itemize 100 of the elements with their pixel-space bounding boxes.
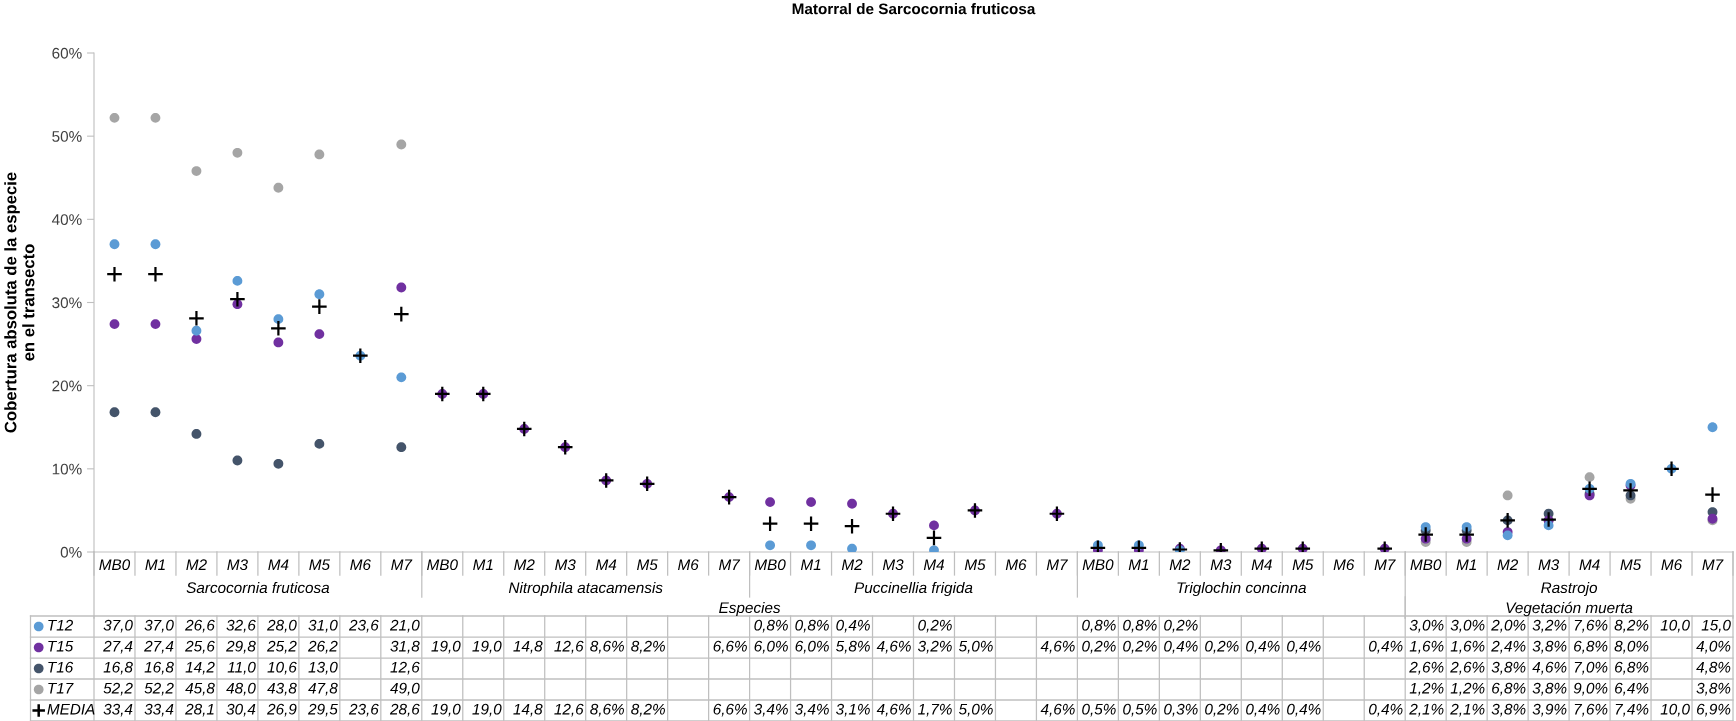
data-label: 2,1% xyxy=(1450,703,1485,717)
x-tick-label: M3 xyxy=(1210,559,1232,571)
data-label: 37,0 xyxy=(103,619,133,633)
data-label: 29,5 xyxy=(307,703,338,717)
text: Rastrojo xyxy=(1541,581,1598,597)
data-label: 33,4 xyxy=(103,703,133,717)
x-tick-label: M5 xyxy=(1292,559,1314,571)
data-label: 16,8 xyxy=(103,661,133,675)
legend-label: T12 xyxy=(48,619,73,631)
data-label: 2,6% xyxy=(1450,661,1485,675)
data-label: 0,2% xyxy=(1164,619,1198,633)
data-label: 30,4 xyxy=(226,703,256,717)
data-label: 3,1% xyxy=(836,703,870,717)
x-tick-label: M7 xyxy=(1046,559,1068,570)
x-tick-label: M2 xyxy=(841,559,863,570)
data-label: 3,2% xyxy=(917,640,952,654)
y-tick-label: 10% xyxy=(52,463,82,475)
data-label: 3,2% xyxy=(1532,619,1567,633)
data-label: 0,2% xyxy=(1205,703,1239,717)
x-tick-label: M1 xyxy=(1456,559,1476,570)
y-axis-title: Cobertura absoluta de la especie en el transecto xyxy=(4,172,35,433)
data-label: 14,8 xyxy=(513,703,543,717)
data-label: 33,4 xyxy=(144,703,174,717)
data-label: 9,0% xyxy=(1573,682,1608,696)
data-label: 19,0 xyxy=(472,640,502,654)
data-label: 3,0% xyxy=(1409,619,1444,633)
data-label: 0,4% xyxy=(1287,640,1321,654)
data-label: 0,5% xyxy=(1123,703,1157,717)
data-label: 27,4 xyxy=(144,640,174,654)
x-tick-label: M3 xyxy=(555,559,576,571)
data-label: 4,0% xyxy=(1696,640,1731,654)
data-label: 0,5% xyxy=(1082,703,1116,717)
data-label: 3,0% xyxy=(1450,619,1485,633)
x-tick-label: M1 xyxy=(145,559,165,570)
data-label: 8,0% xyxy=(1614,640,1649,654)
data-label: 8,6% xyxy=(590,703,624,717)
data-label: 0,4% xyxy=(1368,640,1403,654)
data-label: 3,8% xyxy=(1491,703,1526,717)
data-label: 6,4% xyxy=(1615,682,1649,696)
data-label: 8,2% xyxy=(631,703,665,717)
x-tick-label: M5 xyxy=(309,559,331,571)
data-label: 4,6% xyxy=(876,640,911,654)
data-label: 19,0 xyxy=(472,703,502,717)
x-tick-label: M1 xyxy=(1128,559,1149,570)
data-label: 0,3% xyxy=(1164,703,1198,717)
data-label: 31,8 xyxy=(390,640,420,654)
data-label: 7,6% xyxy=(1574,619,1608,633)
x-tick-label: M5 xyxy=(1620,559,1642,571)
x-tick-label: M1 xyxy=(473,559,493,570)
data-label: 4,6% xyxy=(1532,661,1567,675)
text: Vegetación muerta xyxy=(1506,601,1633,617)
data-label: 26,2 xyxy=(307,640,338,654)
x-tick-label: M6 xyxy=(1005,559,1027,571)
data-label: 6,8% xyxy=(1615,661,1649,675)
data-label: 0,4% xyxy=(836,619,870,633)
x-tick-label: M3 xyxy=(1538,559,1560,571)
x-tick-label: M7 xyxy=(1374,559,1396,570)
data-label: 3,4% xyxy=(795,703,829,717)
data-label: 5,0% xyxy=(958,703,993,717)
legend-label: T15 xyxy=(48,640,74,652)
data-label: 1,6% xyxy=(1450,640,1485,654)
x-tick-label: M5 xyxy=(964,559,986,571)
data-label: 47,8 xyxy=(308,682,338,696)
x-tick-label: M7 xyxy=(1702,559,1724,570)
data-label: 48,0 xyxy=(226,682,256,696)
x-tick-label: M2 xyxy=(186,559,207,570)
data-label: 23,6 xyxy=(348,703,379,717)
data-label: 12,6 xyxy=(554,703,584,717)
text: Especies xyxy=(719,601,781,617)
data-label: 19,0 xyxy=(431,703,461,717)
data-label: 6,0% xyxy=(795,640,829,654)
data-label: 0,8% xyxy=(754,619,788,633)
data-label: 2,6% xyxy=(1409,661,1444,675)
data-label: 0,2% xyxy=(1082,640,1116,654)
data-label: 7,6% xyxy=(1574,703,1608,717)
data-label: 6,8% xyxy=(1492,682,1526,696)
data-label: 0,4% xyxy=(1287,703,1321,717)
legend-label: T16 xyxy=(48,661,74,673)
data-label: 52,2 xyxy=(103,682,133,696)
data-label: 3,8% xyxy=(1491,661,1526,675)
x-tick-label: M4 xyxy=(596,559,617,570)
data-label: 0,2% xyxy=(1123,640,1157,654)
data-label: 10,0 xyxy=(1660,703,1690,717)
legend-label: T17 xyxy=(48,682,74,694)
data-label: 15,0 xyxy=(1701,619,1731,633)
data-label: 6,8% xyxy=(1574,640,1608,654)
data-label: 5,8% xyxy=(836,640,870,654)
x-tick-label: MB0 xyxy=(427,559,458,571)
x-tick-label: M3 xyxy=(227,559,248,571)
data-label: 28,1 xyxy=(185,703,214,717)
data-label: 3,9% xyxy=(1532,703,1567,717)
data-label: 8,6% xyxy=(590,640,624,654)
data-label: 19,0 xyxy=(431,640,461,654)
data-label: 1,2% xyxy=(1450,682,1485,696)
data-label: 23,6 xyxy=(348,619,379,633)
x-tick-label: M3 xyxy=(882,559,904,571)
data-label: 0,4% xyxy=(1246,640,1280,654)
data-label: 2,0% xyxy=(1491,619,1526,633)
data-label: 26,6 xyxy=(185,619,215,633)
x-tick-label: M4 xyxy=(268,559,289,570)
